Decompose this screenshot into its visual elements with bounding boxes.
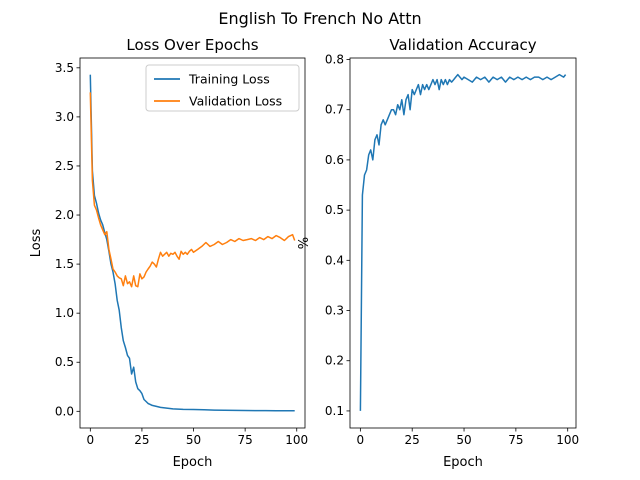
loss-chart: 0 25 50 75 100 0.0 0.5 1.0 1.5 2.0 2.5 3.0 3.5 Loss O… <box>29 36 308 470</box>
y-tick-label: 2.5 <box>55 159 74 173</box>
x-tick-label: 0 <box>357 433 365 447</box>
y-tick-label: 3.5 <box>55 61 74 75</box>
plot-area <box>89 74 296 412</box>
y-tick-label: 0.2 <box>325 354 344 368</box>
series-line-validation-loss <box>89 92 296 288</box>
y-tick-label: 0.0 <box>55 404 74 418</box>
x-tick-label: 100 <box>285 433 308 447</box>
legend-box <box>145 64 300 112</box>
x-tick-label: 25 <box>134 433 149 447</box>
accuracy-chart: 0 25 50 75 100 0.1 0.2 0.3 0.4 0.5 0.6 0.7 0.8 Valida… <box>297 36 579 470</box>
y-tick-label: 1.0 <box>55 306 74 320</box>
x-tick-label: 100 <box>556 433 579 447</box>
x-tick-label: 25 <box>405 433 420 447</box>
series-line-1-0 <box>359 73 567 411</box>
y-tick-label: 0.5 <box>55 355 74 369</box>
chart-title: Loss Over Epochs <box>126 36 258 54</box>
axes-frame <box>349 57 577 429</box>
y-tick-label: 2.0 <box>55 208 74 222</box>
legend: Training Loss Validation Loss <box>145 64 300 112</box>
legend-label: Validation Loss <box>189 94 282 109</box>
x-tick-label: 50 <box>456 433 471 447</box>
x-tick-label: 0 <box>87 433 95 447</box>
y-axis-label: % <box>297 237 312 249</box>
y-tick-label: 3.0 <box>55 110 74 124</box>
y-tick-label: 0.6 <box>325 153 344 167</box>
chart-title: Validation Accuracy <box>389 36 536 54</box>
x-axis-label: Epoch <box>443 455 483 470</box>
y-tick-label: 0.5 <box>325 203 344 217</box>
y-tick-label: 0.4 <box>325 253 344 267</box>
x-tick-label: 75 <box>508 433 523 447</box>
y-axis-label: Loss <box>29 229 44 258</box>
y-tick-label: 0.1 <box>325 404 344 418</box>
y-tick-label: 0.8 <box>325 53 344 67</box>
x-axis-label: Epoch <box>173 455 213 470</box>
x-tick-label: 75 <box>237 433 252 447</box>
y-tick-label: 0.3 <box>325 304 344 318</box>
legend-label: Training Loss <box>188 72 270 87</box>
series-line-training-loss <box>89 74 295 412</box>
plot-area <box>359 73 567 411</box>
y-tick-label: 0.7 <box>325 103 344 117</box>
axes-frame <box>79 57 306 429</box>
y-tick-label: 1.5 <box>55 257 74 271</box>
figure-suptitle: English To French No Attn <box>218 9 421 28</box>
x-tick-label: 50 <box>186 433 201 447</box>
